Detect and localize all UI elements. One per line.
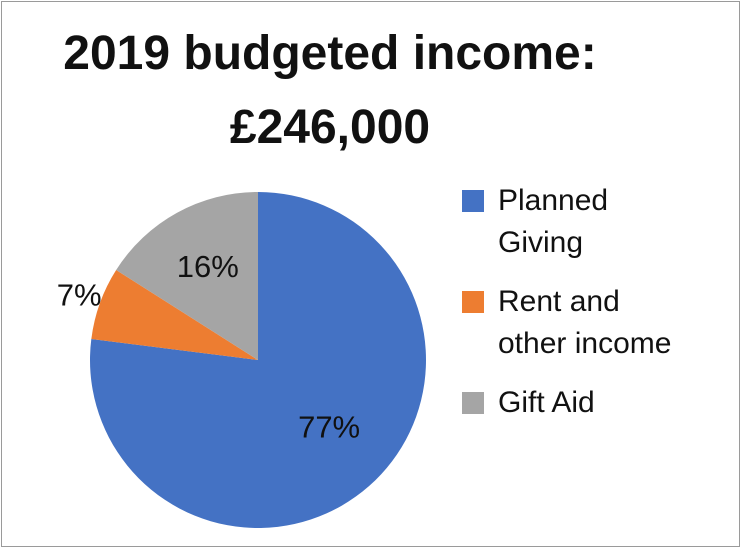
legend-item-planned-giving: Planned Giving — [462, 180, 737, 264]
legend-label-gift-aid: Gift Aid — [498, 386, 595, 419]
legend-swatch-gift-aid — [462, 392, 484, 414]
chart-title-line-1: 2019 budgeted income: — [63, 27, 597, 80]
legend-item-rent-and-other-income: Rent and other income — [462, 281, 737, 365]
legend: Planned Giving Rent and other income Gif… — [462, 180, 737, 441]
chart-title-line-2: £246,000 — [229, 101, 431, 154]
legend-label-planned-giving: Planned Giving — [498, 184, 609, 259]
pie-slice-rent-and-other-income — [91, 269, 258, 360]
legend-swatch-planned-giving — [462, 190, 484, 212]
pie-slice-planned-giving — [89, 192, 427, 529]
legend-label-rent-and-other-income: Rent and other income — [498, 285, 672, 360]
data-label-gift-aid: 16% — [177, 249, 239, 284]
data-label-planned-giving: 77% — [298, 409, 360, 444]
legend-swatch-rent-and-other-income — [462, 291, 484, 313]
data-label-rent-and-other-income: 7% — [57, 278, 102, 313]
legend-item-gift-aid: Gift Aid — [462, 382, 737, 424]
pie-slice-gift-aid — [116, 192, 258, 360]
